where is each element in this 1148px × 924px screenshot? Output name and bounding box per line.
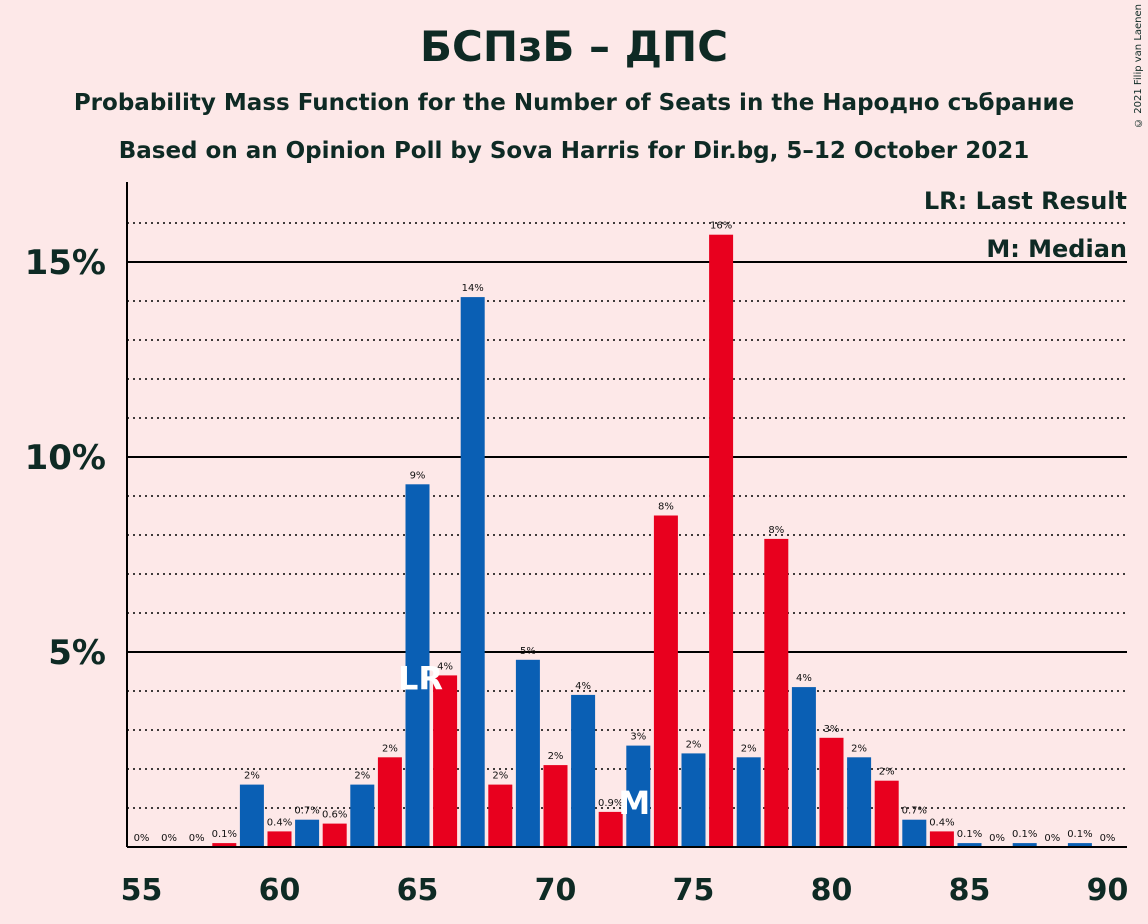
x-tick-label: 55 xyxy=(121,873,163,908)
data-label-seat-83: 0.7% xyxy=(902,806,927,817)
data-label-seat-80: 3% xyxy=(824,724,840,735)
data-label-seat-60: 0.4% xyxy=(267,817,292,828)
bars xyxy=(212,234,1092,848)
bar-seat-89 xyxy=(1067,843,1092,847)
chart-subtitle: Probability Mass Function for the Number… xyxy=(73,90,1075,116)
bar-seat-64 xyxy=(377,757,402,847)
data-label-seat-70: 2% xyxy=(548,751,564,762)
data-label-seat-75: 2% xyxy=(686,739,702,750)
x-tick-label: 60 xyxy=(259,873,301,908)
grid-lines xyxy=(127,222,1127,809)
data-label-seat-89: 0.1% xyxy=(1067,829,1092,840)
data-label-seat-79: 4% xyxy=(796,673,812,684)
bar-seat-80 xyxy=(819,737,844,847)
bar-seat-82 xyxy=(874,780,899,847)
x-tick-label: 65 xyxy=(397,873,439,908)
data-label-seat-86: 0% xyxy=(989,833,1005,844)
data-label-seat-58: 0.1% xyxy=(212,829,237,840)
data-label-seat-78: 8% xyxy=(768,525,784,536)
chart-title: БСПзБ – ДПС xyxy=(419,22,729,71)
bar-seat-65 xyxy=(405,484,430,847)
data-label-seat-59: 2% xyxy=(244,771,260,782)
bar-seat-79 xyxy=(791,687,816,847)
bar-seat-61 xyxy=(295,819,320,847)
bar-seat-63 xyxy=(350,784,375,847)
bar-seat-81 xyxy=(847,757,872,847)
data-label-seat-57: 0% xyxy=(189,833,205,844)
data-label-seat-73: 3% xyxy=(630,732,646,743)
data-label-seat-56: 0% xyxy=(161,833,177,844)
x-tick-label: 85 xyxy=(949,873,991,908)
data-label-seat-84: 0.4% xyxy=(929,817,954,828)
bar-seat-77 xyxy=(736,757,761,847)
data-label-seat-81: 2% xyxy=(851,743,867,754)
data-label-seat-61: 0.7% xyxy=(294,806,319,817)
bar-seat-68 xyxy=(488,784,513,847)
bar-seat-59 xyxy=(239,784,264,847)
bar-seat-70 xyxy=(543,765,568,847)
bar-seat-74 xyxy=(653,515,678,847)
data-label-seat-69: 5% xyxy=(520,646,536,657)
data-label-seat-68: 2% xyxy=(492,771,508,782)
bar-seat-72 xyxy=(598,811,623,847)
y-tick-label: 15% xyxy=(25,243,106,283)
bar-seat-69 xyxy=(515,659,540,847)
data-label-seat-55: 0% xyxy=(134,833,150,844)
data-label-seat-82: 2% xyxy=(879,767,895,778)
bar-seat-75 xyxy=(681,753,706,847)
data-label-seat-90: 0% xyxy=(1100,833,1116,844)
bar-seat-78 xyxy=(764,538,789,847)
data-label-seat-67: 14% xyxy=(462,283,484,294)
data-label-seat-74: 8% xyxy=(658,502,674,513)
bar-seat-62 xyxy=(322,823,347,847)
data-label-seat-71: 4% xyxy=(575,681,591,692)
bar-seat-67 xyxy=(460,297,485,848)
bar-seat-83 xyxy=(902,819,927,847)
bar-seat-66 xyxy=(433,675,458,847)
y-tick-label: 10% xyxy=(25,438,106,478)
x-tick-label: 80 xyxy=(811,873,853,908)
chart-source-line: Based on an Opinion Poll by Sova Harris … xyxy=(118,138,1030,164)
bar-seat-84 xyxy=(929,831,954,847)
bar-seat-71 xyxy=(571,694,596,847)
data-label-seat-65: 9% xyxy=(410,470,426,481)
bar-seat-85 xyxy=(957,843,982,847)
data-label-seat-85: 0.1% xyxy=(957,829,982,840)
x-tick-label: 70 xyxy=(535,873,577,908)
data-label-seat-76: 16% xyxy=(710,221,732,232)
bar-seat-58 xyxy=(212,843,237,847)
bar-seat-60 xyxy=(267,831,292,847)
bar-seat-76 xyxy=(709,234,734,847)
data-label-seat-63: 2% xyxy=(354,771,370,782)
data-labels: 0% 0% 0% 0.1%2%0.4%0.7% 0.6%2%2%9%4%14%2%5%2… xyxy=(134,221,1116,844)
axes: 5% 10% 15% 55 60 65 70 75 80 85 90 xyxy=(25,182,1129,908)
data-label-seat-77: 2% xyxy=(741,743,757,754)
data-label-seat-66: 4% xyxy=(437,661,453,672)
data-label-seat-88: 0% xyxy=(1044,833,1060,844)
data-label-seat-87: 0.1% xyxy=(1012,829,1037,840)
last-result-marker: LR xyxy=(398,659,443,697)
bar-seat-73 xyxy=(626,745,651,847)
x-tick-label: 90 xyxy=(1087,873,1129,908)
legend-median: M: Median xyxy=(986,235,1127,263)
y-tick-label: 5% xyxy=(48,633,106,673)
data-label-seat-72: 0.9% xyxy=(598,798,623,809)
median-marker: M xyxy=(618,784,650,822)
bar-seat-87 xyxy=(1012,843,1037,847)
data-label-seat-62: 0.6% xyxy=(322,810,347,821)
x-tick-label: 75 xyxy=(673,873,715,908)
legend-last-result: LR: Last Result xyxy=(924,187,1127,215)
data-label-seat-64: 2% xyxy=(382,743,398,754)
